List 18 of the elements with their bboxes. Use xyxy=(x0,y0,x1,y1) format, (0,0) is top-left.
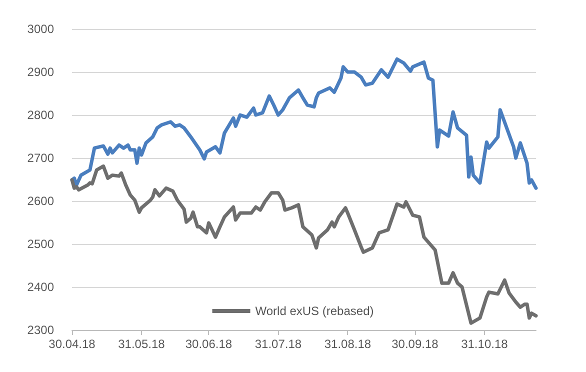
line-series xyxy=(70,57,538,190)
legend-label: World exUS (rebased) xyxy=(255,304,374,318)
x-tick-label: 31.10.18 xyxy=(461,337,508,351)
x-tick-label: 31.05.18 xyxy=(118,337,166,351)
y-tick-label: 2900 xyxy=(27,65,54,79)
y-tick-label: 2600 xyxy=(27,194,54,208)
y-tick-label: 2500 xyxy=(27,237,54,251)
y-tick-label: 2700 xyxy=(27,151,54,165)
y-tick-label: 2400 xyxy=(27,280,54,294)
x-tick-label: 30.06.18 xyxy=(185,337,232,351)
y-tick-label: 2800 xyxy=(27,108,54,122)
y-tick-label: 3000 xyxy=(27,22,54,36)
x-tick-label: 30.09.18 xyxy=(392,337,439,351)
x-tick-label: 30.04.18 xyxy=(48,337,96,351)
line-series xyxy=(70,164,538,325)
y-tick-label: 2300 xyxy=(27,323,54,337)
x-tick-label: 31.08.18 xyxy=(324,337,372,351)
x-tick-label: 31.07.18 xyxy=(254,337,302,351)
